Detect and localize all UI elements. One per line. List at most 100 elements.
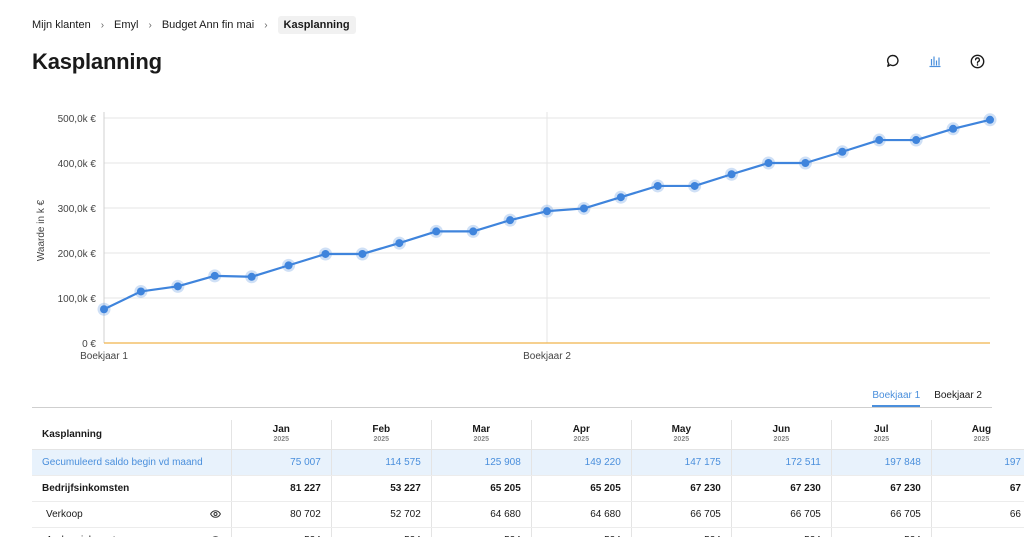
data-point bbox=[986, 115, 994, 124]
table-cell: 147 175 bbox=[631, 449, 732, 476]
tab-boekjaar-1[interactable]: Boekjaar 1 bbox=[872, 390, 921, 407]
comment-icon bbox=[887, 54, 899, 67]
table-cell: 66 705 bbox=[831, 501, 932, 528]
y-axis-label: Waarde in k € bbox=[36, 199, 47, 261]
table-cell: 64 680 bbox=[531, 501, 632, 528]
table-cell: 65 205 bbox=[431, 475, 532, 502]
month-name: Jul bbox=[874, 424, 889, 436]
month-name: Aug bbox=[971, 424, 992, 436]
breadcrumb-item-budget[interactable]: Budget Ann fin mai bbox=[161, 19, 255, 31]
table-cell: 81 227 bbox=[231, 475, 332, 502]
y-tick-label: 300,0k € bbox=[58, 204, 97, 215]
x-tick-label: Boekjaar 1 bbox=[80, 351, 128, 362]
y-tick-label: 200,0k € bbox=[58, 249, 97, 260]
cash-flow-chart: 0 € 100,0k € 200,0k € 300,0k € 400,0k € 500,0… bbox=[36, 112, 997, 362]
comment-button[interactable] bbox=[882, 50, 904, 72]
table-cell: 524 bbox=[831, 527, 932, 537]
help-icon bbox=[970, 54, 984, 68]
table-header-label: Kasplanning bbox=[32, 420, 232, 450]
table-row: Bedrijfsinkomsten 81 227 53 227 65 205 65 20… bbox=[32, 475, 1024, 502]
table-cell bbox=[931, 527, 1024, 537]
chart-view-button[interactable] bbox=[924, 50, 946, 72]
month-name: Jun bbox=[772, 424, 791, 436]
data-point bbox=[912, 136, 921, 145]
data-point bbox=[432, 227, 441, 236]
month-name: Apr bbox=[572, 424, 590, 436]
data-point bbox=[579, 204, 588, 213]
data-point bbox=[247, 272, 256, 281]
month-name: Feb bbox=[372, 424, 391, 436]
toggle-visibility-button[interactable] bbox=[209, 510, 221, 518]
data-point bbox=[506, 216, 515, 225]
y-tick-label: 400,0k € bbox=[58, 159, 97, 170]
month-year: 2025 bbox=[473, 436, 490, 444]
y-tick-label: 0 € bbox=[82, 339, 96, 350]
toolbar bbox=[882, 50, 988, 72]
month-header: Jul 2025 bbox=[831, 420, 932, 450]
data-point bbox=[321, 249, 330, 258]
data-point bbox=[838, 147, 847, 156]
table-cell: 65 205 bbox=[531, 475, 632, 502]
table-cell: 197 848 bbox=[831, 449, 932, 476]
data-point bbox=[690, 181, 699, 190]
table-cell: 66 705 bbox=[731, 501, 832, 528]
row-label: Bedrijfsinkomsten bbox=[42, 482, 130, 494]
data-point bbox=[616, 193, 625, 202]
y-tick-label: 100,0k € bbox=[58, 294, 97, 305]
data-point bbox=[469, 227, 478, 236]
month-header: Mar 2025 bbox=[431, 420, 532, 450]
row-label-cell: Gecumuleerd saldo begin vd maand bbox=[32, 449, 232, 476]
table-header-row: Kasplanning Jan 2025 Feb 2025 Mar 2025 Apr 2025… bbox=[32, 420, 1024, 450]
table-cell: 524 bbox=[431, 527, 532, 537]
divider bbox=[32, 407, 992, 408]
table-row: Gecumuleerd saldo begin vd maand 75 007 11… bbox=[32, 449, 1024, 476]
month-year: 2025 bbox=[273, 436, 290, 444]
row-label-cell: Bedrijfsinkomsten bbox=[32, 475, 232, 502]
table-cell: 524 bbox=[531, 527, 632, 537]
breadcrumb-item-emyl[interactable]: Emyl bbox=[114, 19, 139, 31]
table-cell: 149 220 bbox=[531, 449, 632, 476]
month-header: Feb 2025 bbox=[331, 420, 432, 450]
data-point bbox=[358, 249, 367, 258]
data-point bbox=[395, 239, 404, 248]
table-cell: 75 007 bbox=[231, 449, 332, 476]
data-point bbox=[653, 181, 662, 190]
help-button[interactable] bbox=[966, 50, 988, 72]
data-point bbox=[875, 136, 884, 145]
table-cell: 67 230 bbox=[831, 475, 932, 502]
month-name: Mar bbox=[472, 424, 491, 436]
x-tick-label: Boekjaar 2 bbox=[523, 351, 571, 362]
table-cell: 125 908 bbox=[431, 449, 532, 476]
table-cell: 67 bbox=[931, 475, 1024, 502]
table-cell: 67 230 bbox=[731, 475, 832, 502]
data-point bbox=[136, 287, 145, 296]
data-point bbox=[173, 282, 182, 291]
month-header: Aug 2025 bbox=[931, 420, 1024, 450]
data-point bbox=[543, 207, 551, 216]
row-label: Gecumuleerd saldo begin vd maand bbox=[42, 456, 203, 468]
row-label: Verkoop bbox=[46, 508, 83, 520]
month-year: 2025 bbox=[673, 436, 690, 444]
y-tick-label: 500,0k € bbox=[58, 114, 97, 125]
table-cell: 80 702 bbox=[231, 501, 332, 528]
month-header: May 2025 bbox=[631, 420, 732, 450]
breadcrumb-separator-icon: › bbox=[100, 19, 105, 31]
table-cell: 52 702 bbox=[331, 501, 432, 528]
month-year: 2025 bbox=[973, 436, 990, 444]
tab-boekjaar-2[interactable]: Boekjaar 2 bbox=[934, 390, 982, 401]
table-cell: 64 680 bbox=[431, 501, 532, 528]
table-cell: 67 230 bbox=[631, 475, 732, 502]
table-cell: 524 bbox=[231, 527, 332, 537]
breadcrumb-separator-icon: › bbox=[148, 19, 152, 31]
eye-icon bbox=[209, 510, 221, 518]
table-row: Verkoop 80 702 52 702 64 680 64 680 66 705 66 … bbox=[32, 501, 1024, 528]
breadcrumb-item-current: Kasplanning bbox=[277, 16, 356, 34]
row-label: Andere inkomsten bbox=[46, 535, 127, 537]
month-year: 2025 bbox=[573, 436, 590, 444]
breadcrumb-item-mijn-klanten[interactable]: Mijn klanten bbox=[32, 19, 91, 31]
breadcrumb: Mijn klanten › Emyl › Budget Ann fin mai… bbox=[32, 16, 356, 34]
month-header: Jan 2025 bbox=[231, 420, 332, 450]
table-cell: 53 227 bbox=[331, 475, 432, 502]
row-label-cell: Verkoop bbox=[32, 501, 232, 528]
table-cell: 524 bbox=[331, 527, 432, 537]
